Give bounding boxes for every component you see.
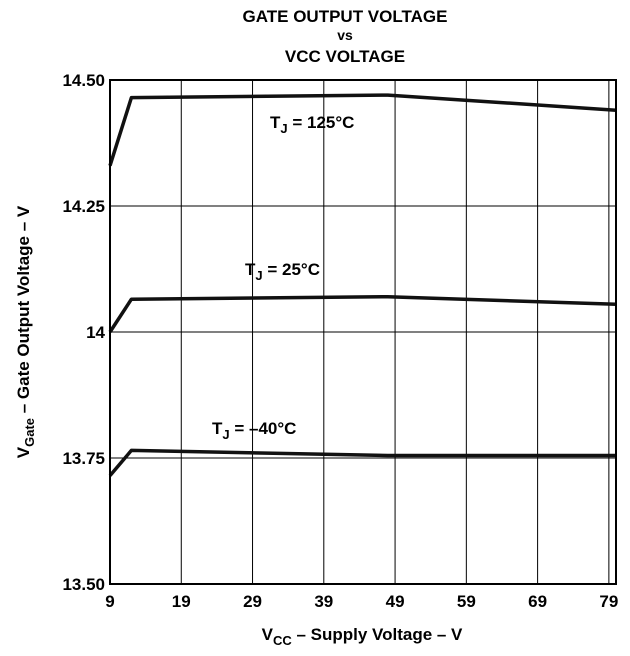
y-tick-label: 14.50 [62,71,105,90]
y-tick-labels: 14.50 14.25 14 13.75 13.50 [62,71,105,594]
x-tick-label: 9 [105,592,114,611]
series-line [108,294,617,333]
series-label-main: T [245,260,256,279]
y-tick-label: 14 [86,323,105,342]
plot-frame [109,79,617,585]
series-labels: TJ = 125°CTJ = 25°CTJ = –40°C [212,113,354,442]
series-label-rest: = 125°C [288,113,355,132]
series-label: TJ = 25°C [245,260,320,283]
x-tick-label: 19 [172,592,191,611]
series-label-sub: J [280,121,287,136]
series-label-sub: J [255,268,262,283]
x-axis-label-rest: – Supply Voltage – V [292,625,463,644]
y-axis-label: VGate – Gate Output Voltage – V [14,205,37,458]
series-label-main: T [212,419,223,438]
x-axis-label-main: V [262,625,274,644]
chart-title-line-1: GATE OUTPUT VOLTAGE [243,7,448,26]
x-tick-labels: 9 19 29 39 49 59 69 79 [105,592,618,611]
x-axis-label-sub: CC [273,633,292,648]
y-tick-label: 14.25 [62,197,105,216]
y-axis-label-sub: Gate [22,418,37,447]
series-label-rest: = 25°C [263,260,320,279]
series-line [108,93,617,167]
series-line [108,448,616,477]
y-axis-label-main: V [14,446,33,458]
y-axis-label-rest: – Gate Output Voltage – V [14,205,33,418]
x-axis-label: VCC – Supply Voltage – V [262,625,463,648]
y-tick-label: 13.75 [62,449,105,468]
x-tick-label: 29 [243,592,262,611]
series-lines [108,93,617,477]
series-label: TJ = 125°C [270,113,354,136]
x-tick-label: 39 [314,592,333,611]
y-tick-label: 13.50 [62,575,105,594]
series-label: TJ = –40°C [212,419,296,442]
x-tick-label: 59 [457,592,476,611]
series-label-sub: J [222,427,229,442]
series-label-main: T [270,113,281,132]
grid [109,79,616,585]
x-tick-label: 49 [386,592,405,611]
x-tick-label: 79 [599,592,618,611]
x-tick-label: 69 [528,592,547,611]
series-label-rest: = –40°C [230,419,297,438]
chart-title-line-3: VCC VOLTAGE [285,47,405,66]
chart-title-line-2: vs [337,27,353,43]
